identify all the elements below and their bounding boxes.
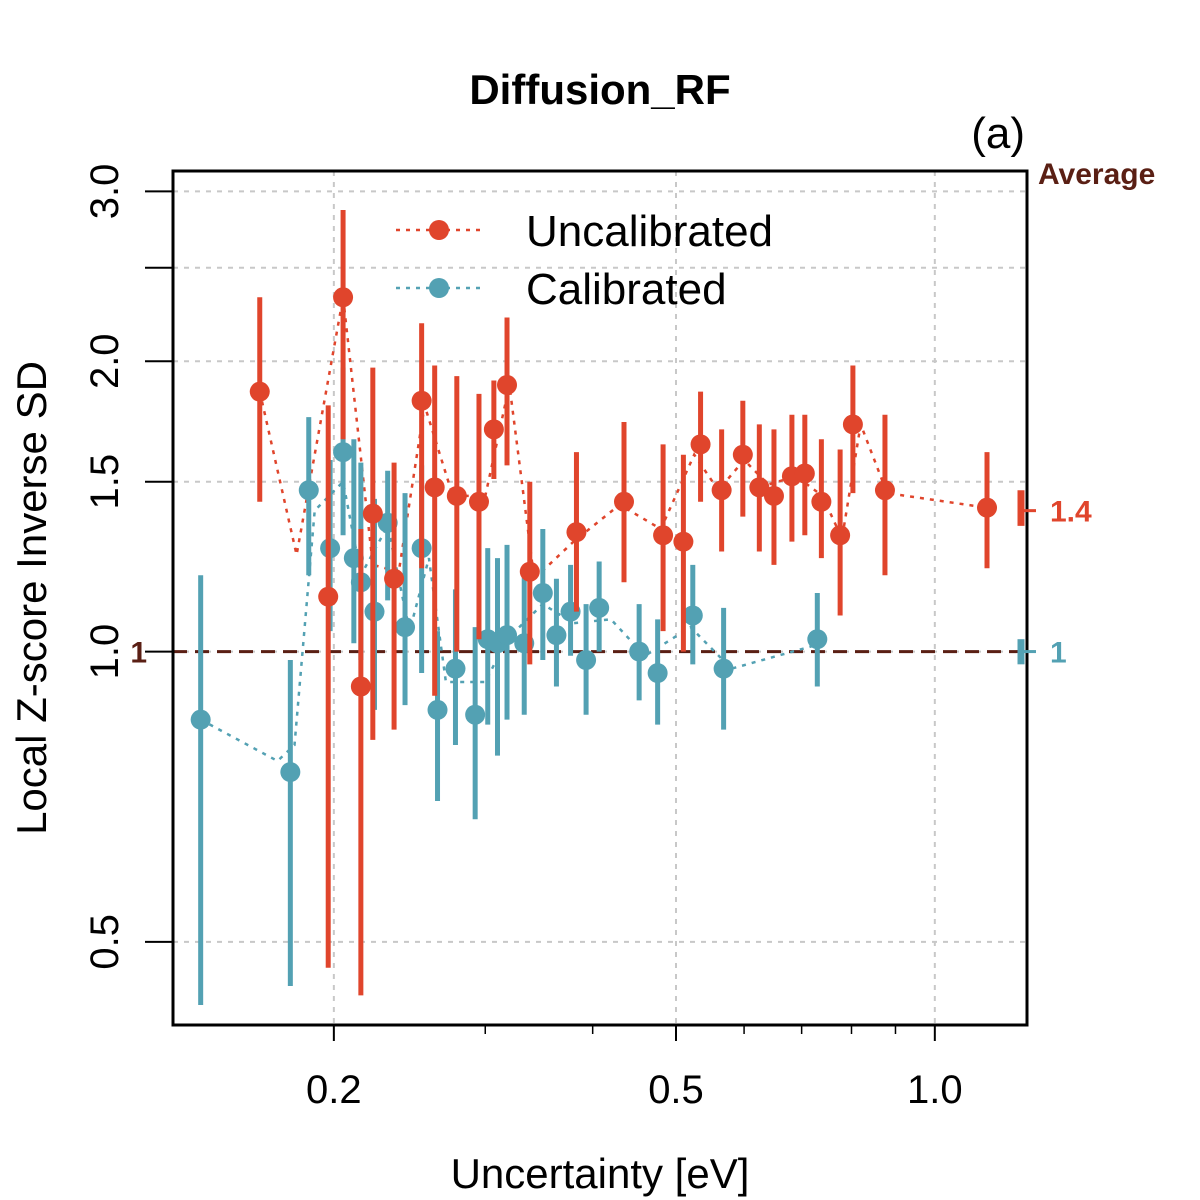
x-tick-label-0: 0.2 [306,1068,362,1112]
average-label-calibrated: 1 [1050,637,1067,670]
average-layer: Average 1.4 1 [1017,158,1155,670]
average-label-uncalibrated: 1.4 [1050,496,1092,529]
point-calibrated-13 [465,704,486,725]
legend-calibrated-label: Calibrated [526,265,727,314]
point-uncalibrated-17 [690,434,711,455]
point-uncalibrated-16 [673,531,694,552]
point-calibrated-25 [682,605,703,626]
reference-line-label: 1 [130,637,147,670]
point-uncalibrated-7 [424,477,445,498]
point-uncalibrated-11 [497,374,518,395]
y-tick-label-1: 1.0 [83,624,127,680]
point-calibrated-23 [629,641,650,662]
point-calibrated-22 [589,597,610,618]
point-calibrated-19 [546,625,567,646]
point-uncalibrated-4 [362,503,383,524]
point-calibrated-27 [807,629,828,650]
panel-label: (a) [971,109,1025,158]
y-tick-label-0: 0.5 [83,914,127,970]
point-uncalibrated-2 [333,287,354,308]
point-uncalibrated-0 [249,381,270,402]
point-calibrated-1 [280,762,301,783]
y-axis: 0.5 1.0 1.5 2.0 3.0 1 [83,164,174,970]
x-axis: 0.2 0.5 1.0 [306,1024,963,1112]
point-calibrated-16 [497,625,518,646]
point-calibrated-2 [298,480,319,501]
series-layer [190,209,998,1006]
legend-calibrated-marker [429,278,449,298]
point-uncalibrated-18 [711,480,732,501]
point-calibrated-9 [395,617,416,638]
point-calibrated-24 [647,663,668,684]
point-uncalibrated-28 [977,497,998,518]
y-axis-label: Local Z-score Inverse SD [8,361,55,835]
point-calibrated-4 [333,442,354,463]
x-axis-label: Uncertainty [eV] [451,1150,750,1197]
point-uncalibrated-5 [384,568,405,589]
point-uncalibrated-6 [411,390,432,411]
x-tick-label-1: 0.5 [648,1068,704,1112]
point-uncalibrated-1 [318,586,339,607]
y-tick-label-4: 3.0 [83,164,127,220]
point-uncalibrated-26 [842,414,863,435]
legend: Uncalibrated Calibrated [396,207,773,314]
point-uncalibrated-3 [350,676,371,697]
point-uncalibrated-24 [811,491,832,512]
point-uncalibrated-8 [446,485,467,506]
point-uncalibrated-21 [763,485,784,506]
x-tick-label-2: 1.0 [907,1068,963,1112]
y-tick-label-2: 1.5 [83,454,127,510]
chart-title: Diffusion_RF [469,66,730,113]
point-uncalibrated-27 [874,480,895,501]
point-calibrated-11 [427,699,448,720]
point-calibrated-26 [713,658,734,679]
legend-uncalibrated-marker [429,220,449,240]
point-calibrated-18 [532,583,553,604]
point-uncalibrated-25 [830,525,851,546]
point-uncalibrated-10 [483,419,504,440]
y-tick-label-3: 2.0 [83,333,127,389]
point-calibrated-21 [576,650,597,671]
point-uncalibrated-15 [653,525,674,546]
point-uncalibrated-12 [519,561,540,582]
legend-uncalibrated-label: Uncalibrated [526,207,773,256]
point-calibrated-0 [190,709,211,730]
average-header: Average [1038,158,1155,191]
point-calibrated-12 [445,658,466,679]
point-uncalibrated-13 [566,522,587,543]
point-uncalibrated-23 [794,463,815,484]
point-uncalibrated-20 [749,477,770,498]
point-uncalibrated-14 [613,491,634,512]
point-uncalibrated-19 [732,444,753,465]
point-uncalibrated-9 [468,491,489,512]
